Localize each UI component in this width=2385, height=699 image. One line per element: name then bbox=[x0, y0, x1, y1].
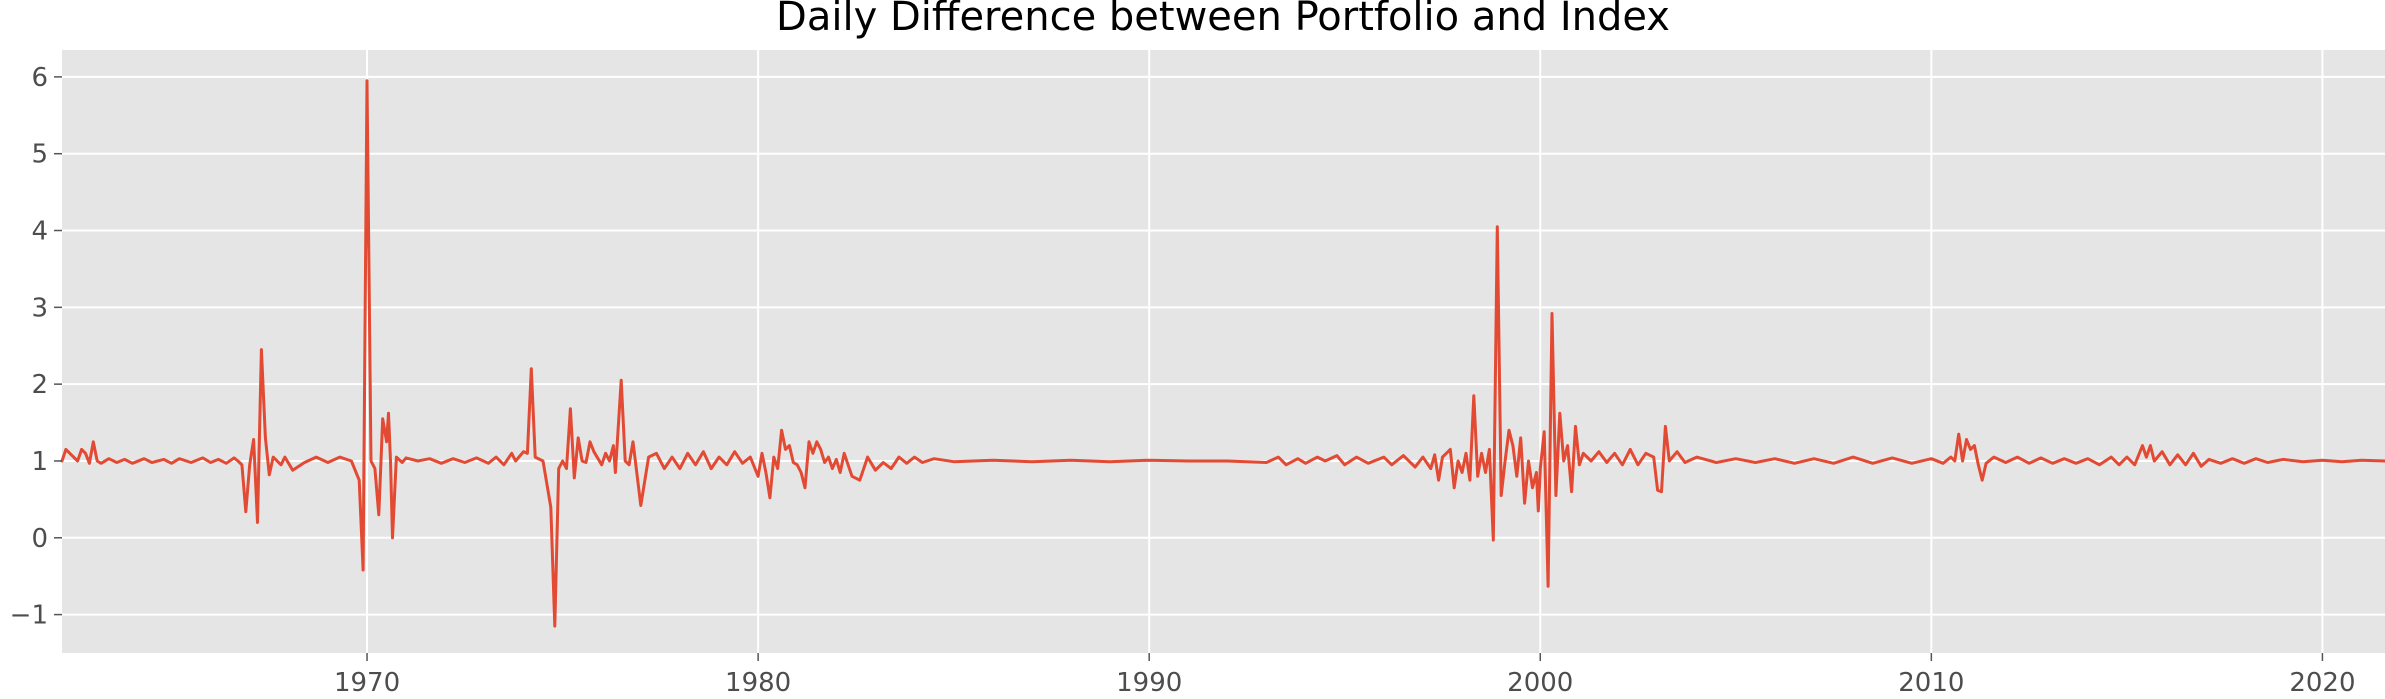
y-tick-label: 3 bbox=[31, 293, 48, 323]
gridlines bbox=[62, 50, 2385, 653]
y-tick-label: 0 bbox=[31, 524, 48, 554]
x-tick-label: 1980 bbox=[725, 668, 791, 698]
x-tick-label: 1990 bbox=[1116, 668, 1182, 698]
series-line bbox=[60, 79, 2385, 628]
y-axis: −1 0 1 2 3 4 5 6 bbox=[10, 63, 62, 631]
y-tick-label: 1 bbox=[31, 447, 48, 477]
series-layer bbox=[60, 79, 2385, 628]
x-tick-label: 2010 bbox=[1898, 668, 1964, 698]
x-axis: 1970 1980 1990 2000 2010 2020 bbox=[334, 653, 2356, 698]
x-tick-label: 1970 bbox=[334, 668, 400, 698]
y-tick-label: 5 bbox=[31, 140, 48, 170]
x-tick-label: 2000 bbox=[1507, 668, 1573, 698]
plot-area bbox=[62, 50, 2385, 653]
x-tick-label: 2020 bbox=[2289, 668, 2355, 698]
y-tick-label: 2 bbox=[31, 370, 48, 400]
chart-title: Daily Difference between Portfolio and I… bbox=[776, 0, 1670, 40]
y-tick-label: 6 bbox=[31, 63, 48, 93]
y-tick-label: 4 bbox=[31, 217, 48, 247]
y-tick-label: −1 bbox=[10, 601, 48, 631]
